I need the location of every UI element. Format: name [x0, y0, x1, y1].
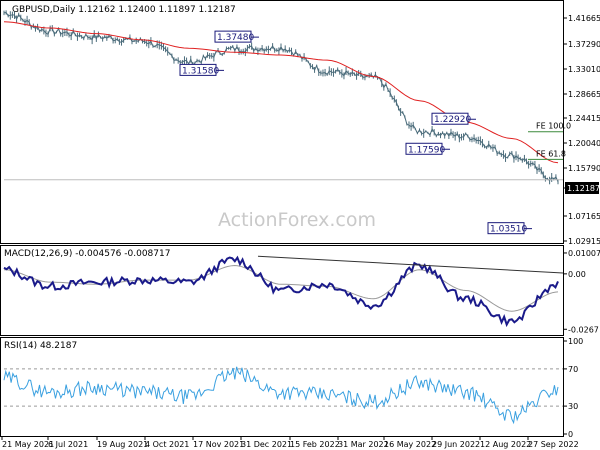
rsi-line: [3, 366, 559, 425]
price-ytick-label: 1.24415: [568, 114, 600, 123]
rsi-panel-frame: [0, 337, 564, 437]
last-price-badge: [565, 182, 599, 194]
fibo-label: FE 61.8: [536, 149, 566, 158]
price-layer: 1.37480 1.31580 1.22920 1.17590 1.03510 FE 10…: [3, 10, 600, 246]
rsi-layer: 100 70 30 0: [3, 337, 583, 439]
x-tick-label: 29 Jun 2022: [432, 440, 480, 449]
macd-panel-frame: [0, 245, 564, 336]
x-tick-label: 27 Sep 2022: [528, 440, 579, 449]
macd-ytick-label: 0.010071: [568, 249, 600, 258]
macd-ytick-label: 0.00: [568, 270, 586, 279]
level-label: 1.37480: [217, 33, 254, 43]
rsi-ytick-label: 70: [568, 365, 578, 374]
x-tick-label: 4 Oct 2021: [145, 440, 189, 449]
watermark: ActionForex.com: [218, 209, 376, 231]
moving-average-line: [3, 21, 559, 164]
level-box: [214, 30, 252, 43]
price-ytick-label: 1.02915: [568, 237, 600, 246]
macd-title: MACD(12,26,9) -0.004576 -0.008717: [4, 249, 170, 259]
level-label: 1.03510: [490, 225, 527, 235]
x-tick-label: 15 Feb 2022: [290, 440, 340, 449]
level-box: [431, 112, 469, 125]
price-ytick-label: 1.28665: [568, 90, 600, 99]
x-tick-label: 31 Mar 2022: [338, 440, 389, 449]
last-price-label: 1.12187: [567, 184, 600, 193]
x-tick-label: 21 May 2021: [2, 440, 54, 449]
price-ytick-label: 1.37290: [568, 40, 600, 49]
x-tick-label: 16 May 2022: [384, 440, 436, 449]
level-box: [179, 63, 217, 76]
price-ytick-label: 1.15790: [568, 164, 600, 173]
price-ytick-label: 1.20040: [568, 139, 600, 148]
level-label: 1.17590: [408, 145, 445, 155]
price-ytick-label: 1.07165: [568, 212, 600, 221]
macd-layer: 0.010071 0.00 -0.0267: [3, 249, 600, 334]
x-tick-label: 12 Aug 2022: [480, 440, 531, 449]
x-tick-label: 31 Dec 2021: [241, 440, 292, 449]
rsi-title: RSI(14) 48.2187: [4, 341, 77, 351]
macd-signal-line: [3, 265, 559, 312]
price-series-line: [3, 11, 559, 182]
level-label: 1.22920: [434, 115, 471, 125]
level-box: [405, 142, 443, 155]
level-box: [487, 222, 525, 235]
price-panel-frame: [0, 0, 564, 244]
price-ytick-label: 1.41665: [568, 14, 600, 23]
rsi-ytick-label: 0: [568, 430, 573, 439]
rsi-ytick-label: 100: [568, 337, 583, 346]
rsi-ytick-label: 30: [568, 402, 578, 411]
macd-ytick-label: -0.0267: [568, 325, 599, 334]
x-tick-label: 17 Nov 2021: [193, 440, 244, 449]
fibo-label: FE 100.0: [536, 122, 571, 131]
x-tick-label: 19 Aug 2021: [97, 440, 148, 449]
macd-line: [3, 255, 559, 328]
x-tick-label: 6 Jul 2021: [48, 440, 88, 449]
macd-trendline: [257, 255, 564, 274]
price-title: GBPUSD,Daily 1.12162 1.12400 1.11897 1.1…: [12, 5, 236, 15]
price-ytick-label: 1.33010: [568, 65, 600, 74]
level-label: 1.31580: [182, 66, 219, 76]
